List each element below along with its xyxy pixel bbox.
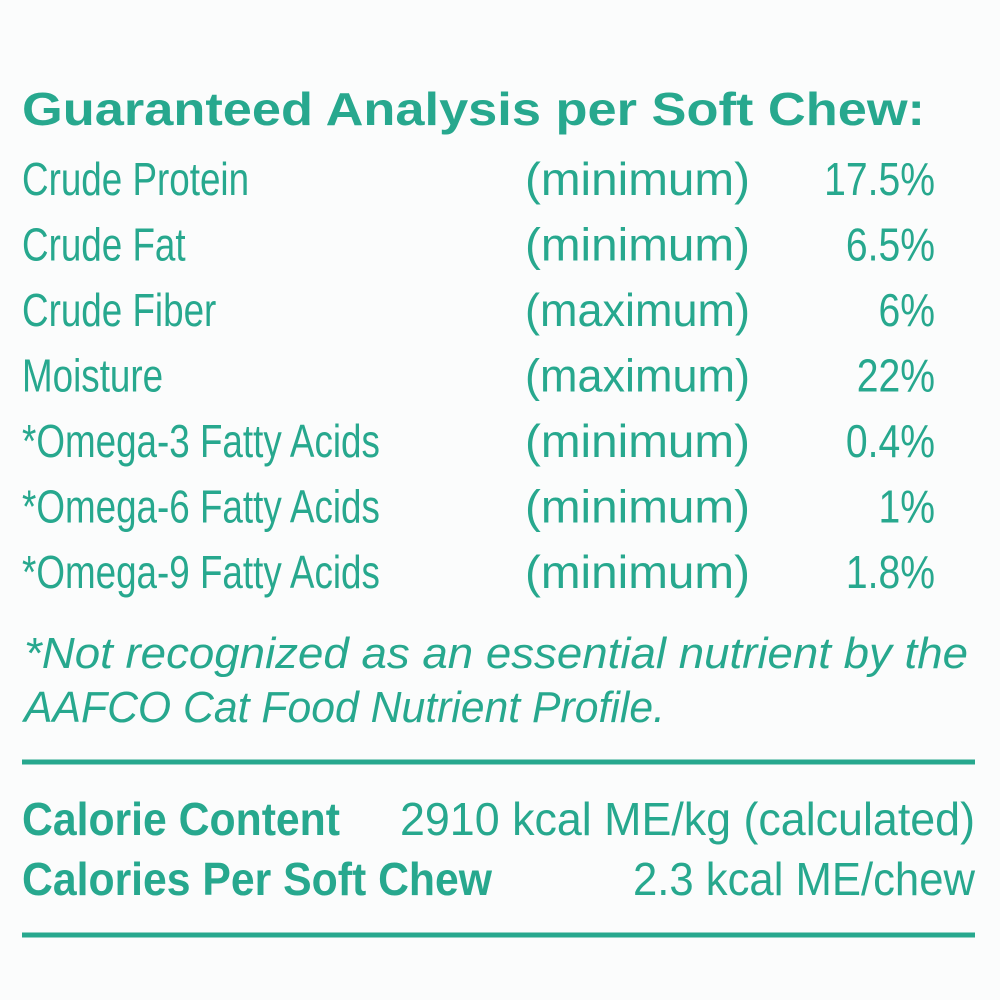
nutrient-value: 0.4% (846, 415, 935, 467)
qualifier: (maximum) (525, 350, 750, 402)
qualifier: (minimum) (525, 546, 750, 598)
nutrient-name: *Omega-9 Fatty Acids (22, 546, 380, 598)
nutrient-name: Crude Protein (22, 153, 249, 205)
qualifier: (maximum) (525, 284, 750, 336)
nutrient-name: Crude Fiber (22, 284, 216, 336)
title: Guaranteed Analysis per Soft Chew: (22, 83, 925, 135)
qualifier: (minimum) (525, 219, 750, 271)
nutrient-name: Crude Fat (22, 219, 186, 271)
calorie-label: Calorie Content (22, 793, 340, 845)
nutrient-value: 22% (857, 350, 935, 402)
qualifier: (minimum) (525, 415, 750, 467)
footnote-line: AAFCO Cat Food Nutrient Profile. (21, 683, 665, 732)
nutrient-name: Moisture (22, 350, 163, 402)
nutrient-value: 6.5% (846, 219, 935, 271)
qualifier: (minimum) (525, 153, 750, 205)
calorie-value: 2910 kcal ME/kg (calculated) (400, 793, 975, 845)
qualifier: (minimum) (525, 481, 750, 533)
nutrient-value: 1.8% (846, 546, 935, 598)
nutrient-name: *Omega-6 Fatty Acids (22, 481, 380, 533)
nutrient-value: 6% (878, 284, 935, 336)
calorie-value: 2.3 kcal ME/chew (633, 853, 976, 905)
nutrient-value: 17.5% (824, 153, 935, 205)
calorie-label: Calories Per Soft Chew (22, 853, 492, 905)
analysis-table: Crude Protein (minimum) 17.5% Crude Fat (min… (22, 153, 935, 598)
nutrient-name: *Omega-3 Fatty Acids (22, 415, 380, 467)
nutrient-value: 1% (878, 481, 935, 533)
footnote-line: *Not recognized as an essential nutrient… (24, 629, 968, 678)
